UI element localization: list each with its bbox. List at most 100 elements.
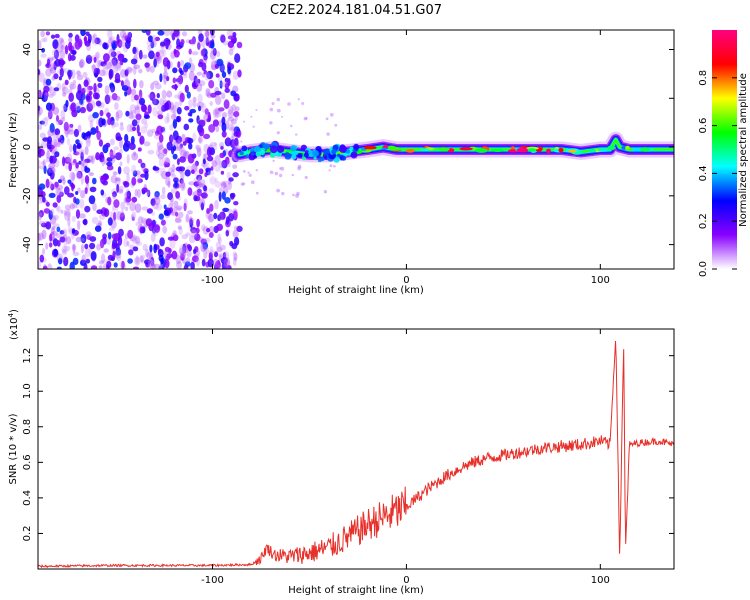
- noise-speck: [334, 123, 338, 127]
- noise-blob: [225, 137, 230, 143]
- noise-blob: [42, 248, 45, 255]
- noise-blob: [92, 112, 99, 119]
- noise-blob: [209, 176, 216, 185]
- ridge-hotspot: [475, 148, 488, 153]
- noise-blob: [119, 212, 125, 222]
- y-tick-label: 0: [22, 144, 33, 150]
- noise-blob: [84, 243, 89, 250]
- ridge-blob: [253, 154, 257, 159]
- noise-blob: [56, 205, 61, 213]
- noise-blob: [125, 110, 130, 117]
- noise-blob: [38, 40, 42, 50]
- ridge-hotspot: [290, 151, 299, 155]
- noise-blob: [38, 260, 41, 269]
- noise-blob: [72, 245, 76, 252]
- noise-blob: [233, 256, 237, 266]
- noise-blob: [97, 76, 103, 82]
- noise-blob: [200, 242, 206, 253]
- noise-blob: [56, 194, 62, 203]
- noise-blob: [158, 48, 165, 54]
- noise-blob: [220, 34, 226, 43]
- noise-blob: [171, 164, 176, 173]
- noise-blob: [104, 94, 111, 105]
- noise-blob: [80, 163, 85, 173]
- noise-blob: [63, 256, 69, 267]
- noise-blob: [64, 79, 69, 86]
- noise-blob: [124, 140, 131, 147]
- noise-blob: [81, 87, 86, 95]
- noise-blob: [126, 198, 130, 206]
- spectrogram-noise-field: [38, 30, 338, 269]
- noise-blob: [48, 64, 55, 72]
- noise-blob: [154, 83, 162, 90]
- noise-blob: [194, 160, 199, 167]
- noise-blob: [227, 208, 233, 215]
- noise-blob: [38, 232, 42, 242]
- noise-blob: [42, 265, 48, 269]
- noise-blob: [184, 105, 190, 111]
- noise-blob: [117, 235, 123, 246]
- noise-blob: [144, 259, 151, 265]
- noise-blob: [116, 254, 122, 262]
- noise-blob: [197, 175, 202, 186]
- noise-blob: [84, 40, 91, 47]
- noise-blob: [100, 189, 105, 196]
- noise-blob: [230, 193, 235, 200]
- noise-blob: [45, 178, 50, 189]
- noise-blob: [138, 49, 143, 60]
- noise-blob: [43, 37, 48, 43]
- noise-blob: [156, 141, 163, 151]
- noise-blob: [98, 265, 103, 269]
- noise-blob: [109, 36, 115, 42]
- noise-blob: [56, 42, 64, 53]
- noise-blob: [121, 85, 129, 91]
- noise-blob: [221, 92, 226, 100]
- noise-blob: [100, 175, 107, 185]
- noise-blob: [179, 146, 185, 153]
- noise-blob: [111, 93, 118, 101]
- y-tick-label: 0.4: [22, 490, 33, 506]
- noise-blob: [131, 152, 139, 161]
- noise-blob: [46, 139, 52, 150]
- noise-blob: [169, 195, 174, 203]
- noise-blob: [92, 202, 97, 212]
- noise-blob: [176, 205, 183, 211]
- noise-blob: [180, 39, 185, 45]
- noise-blob: [75, 171, 82, 180]
- noise-blob: [110, 51, 117, 58]
- noise-blob: [50, 155, 57, 164]
- noise-blob: [59, 191, 64, 197]
- noise-speck: [304, 175, 308, 180]
- noise-blob: [221, 130, 227, 138]
- ridge-hotspot: [363, 146, 377, 150]
- ridge-blob: [331, 148, 337, 155]
- noise-blob: [120, 209, 125, 218]
- noise-blob: [38, 124, 43, 130]
- noise-blob: [82, 159, 88, 168]
- noise-blob: [48, 192, 56, 198]
- noise-blob: [76, 170, 83, 179]
- noise-blob: [209, 245, 214, 255]
- noise-blob: [187, 153, 195, 164]
- noise-blob: [193, 181, 200, 187]
- noise-blob: [234, 137, 239, 146]
- noise-blob: [211, 160, 218, 168]
- noise-blob: [137, 158, 143, 164]
- noise-blob: [172, 118, 178, 129]
- noise-blob: [57, 137, 62, 143]
- noise-blob: [219, 211, 226, 220]
- noise-blob: [107, 196, 112, 206]
- noise-blob: [215, 125, 220, 133]
- noise-blob: [131, 126, 137, 132]
- noise-blob: [227, 116, 235, 122]
- noise-blob: [99, 239, 105, 249]
- noise-blob: [48, 166, 55, 174]
- noise-blob: [144, 62, 150, 68]
- noise-blob: [80, 30, 86, 37]
- noise-blob: [144, 122, 149, 129]
- noise-blob: [158, 49, 164, 58]
- noise-blob: [62, 86, 69, 95]
- noise-blob: [89, 119, 94, 129]
- noise-blob: [212, 258, 219, 269]
- ridge-blob: [339, 145, 347, 153]
